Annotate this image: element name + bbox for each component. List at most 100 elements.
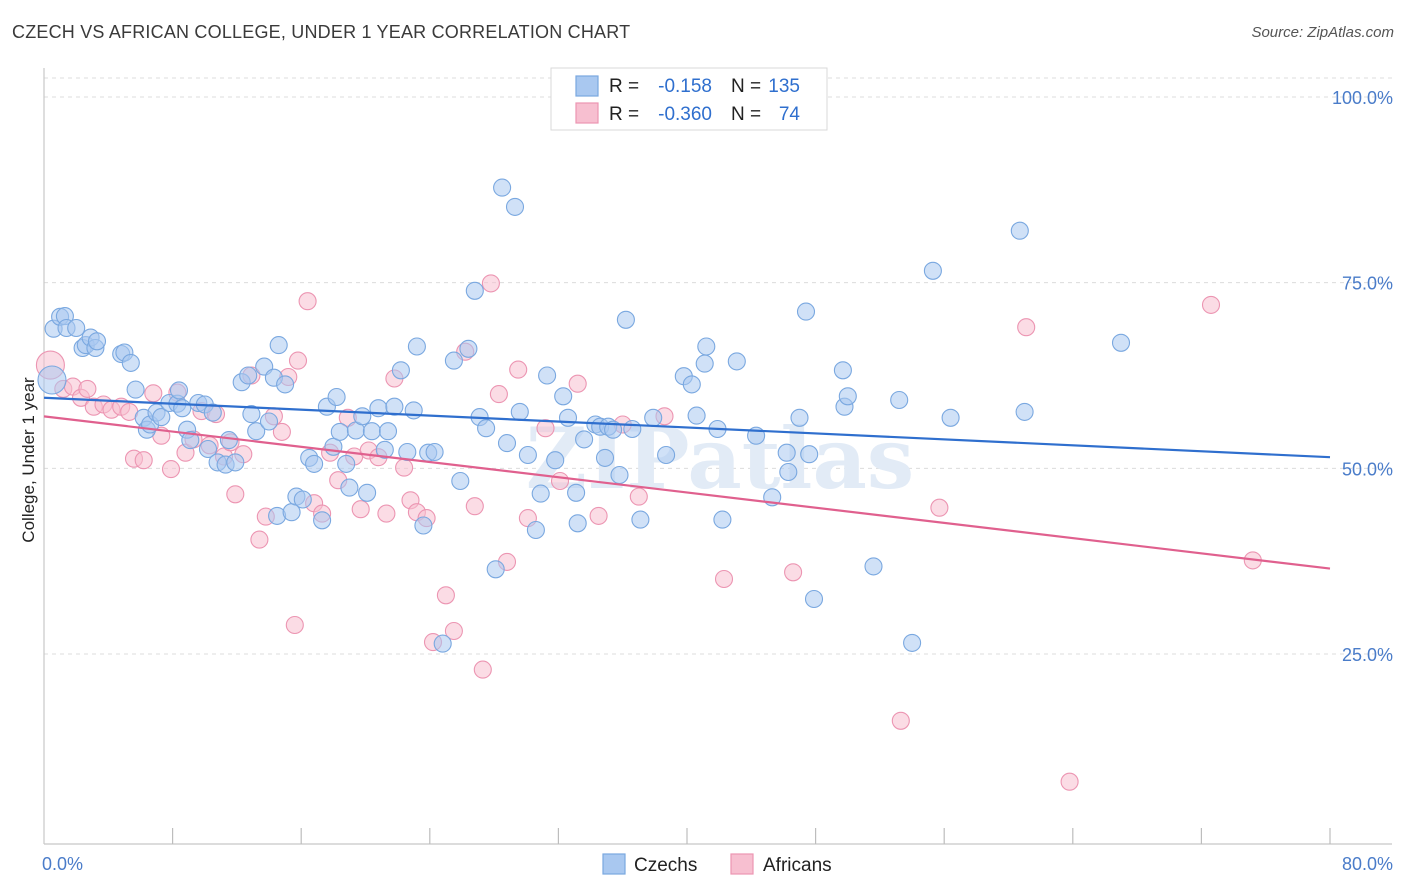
bottom-legend: Czechs Africans [602, 853, 832, 876]
czechs-point [242, 405, 261, 424]
czechs-point [181, 431, 200, 450]
source-label: Source: ZipAtlas.com [1251, 24, 1394, 41]
czechs-point [531, 484, 550, 503]
czechs-point [37, 365, 67, 395]
czechs-point [1010, 221, 1029, 240]
tick-labels: 25.0% 50.0% 75.0% 100.0% 0.0% 80.0% [42, 88, 1393, 874]
czechs-point [293, 490, 312, 509]
czechs-point [173, 399, 192, 418]
trend-line-africans [43, 415, 1331, 570]
czechs-point [398, 442, 417, 462]
czechs-point [203, 403, 222, 422]
africans-point [714, 569, 734, 589]
czechs-point [923, 261, 942, 280]
czechs-point [433, 634, 452, 653]
czechs-point [558, 408, 578, 427]
czechs-point [451, 471, 470, 491]
czechs-point [1015, 402, 1034, 421]
africans-point [550, 471, 570, 491]
series-africans [35, 274, 1262, 791]
czechs-point [486, 560, 505, 579]
africans-point [285, 615, 304, 635]
legend-r-label: R = [609, 104, 639, 125]
czechs-point [804, 589, 824, 609]
africans-point [250, 530, 269, 549]
africans-point [395, 458, 414, 477]
czechs-point [682, 375, 701, 394]
czechs-point [518, 445, 537, 465]
czechs-point [425, 442, 444, 462]
czechs-point [358, 483, 377, 502]
czechs-point [378, 422, 398, 441]
czechs-point [465, 281, 484, 300]
czechs-point [546, 451, 565, 470]
trend-lines [43, 396, 1331, 570]
czechs-point [247, 422, 266, 441]
africans-point [509, 360, 528, 379]
czechs-point [790, 408, 809, 427]
czechs-point [526, 520, 545, 540]
czechs-point [340, 478, 359, 497]
legend-swatch-africans [575, 102, 599, 124]
czechs-point [616, 310, 635, 329]
africans-point [481, 274, 500, 293]
africans-point [1060, 772, 1079, 791]
africans-point [536, 419, 555, 438]
africans-point [568, 374, 587, 393]
legend-r-label: R = [609, 76, 639, 97]
chart-title: CZECH VS AFRICAN COLLEGE, UNDER 1 YEAR C… [12, 22, 631, 42]
africans-point [78, 379, 97, 398]
africans-point [226, 485, 245, 504]
czechs-point [226, 453, 245, 472]
legend-n-value-czechs: 135 [768, 76, 800, 97]
czechs-point [152, 408, 171, 427]
czechs-point [391, 361, 410, 380]
czechs-point [800, 445, 819, 464]
czechs-point [838, 387, 857, 406]
czechs-point [87, 332, 107, 351]
africans-point [288, 351, 308, 370]
czechs-point [305, 454, 324, 473]
czechs-point [459, 339, 478, 358]
czechs-point [631, 510, 650, 529]
czechs-point [477, 419, 496, 438]
czechs-point [121, 353, 140, 372]
y-tick-label: 100.0% [1332, 88, 1393, 108]
y-axis-label: College, Under 1 year [19, 377, 38, 543]
czechs-point [505, 197, 525, 216]
czechs-point [497, 434, 517, 453]
czechs-point [407, 337, 426, 356]
africans-point [134, 451, 153, 470]
czechs-point [567, 483, 586, 502]
czechs-point [259, 412, 279, 431]
africans-point [272, 422, 291, 441]
legend-n-label: N = [731, 104, 761, 125]
czechs-point [493, 178, 512, 197]
czechs-point [644, 408, 663, 427]
czechs-point [727, 352, 746, 371]
czechs-point [890, 390, 909, 410]
series-czechs [37, 178, 1131, 653]
africans-point [377, 504, 396, 523]
czechs-point [375, 440, 394, 459]
czechs-point [169, 381, 189, 400]
czechs-point [777, 443, 796, 462]
africans-point [1017, 318, 1036, 337]
czechs-point [385, 397, 404, 416]
czechs-point [444, 351, 463, 370]
czechs-point [713, 510, 732, 529]
x-tick-label: 0.0% [42, 854, 83, 874]
czechs-point [610, 465, 629, 485]
y-tick-label: 50.0% [1342, 459, 1393, 479]
czechs-point [554, 387, 573, 406]
czechs-point [313, 511, 332, 530]
czechs-point [833, 361, 852, 380]
africans-point [473, 660, 492, 679]
czechs-point [1111, 333, 1131, 352]
africans-point [891, 711, 910, 730]
czechs-point [538, 366, 557, 385]
bottom-legend-label-africans: Africans [763, 855, 832, 876]
x-tick-label: 80.0% [1342, 854, 1393, 874]
africans-point [436, 586, 455, 605]
